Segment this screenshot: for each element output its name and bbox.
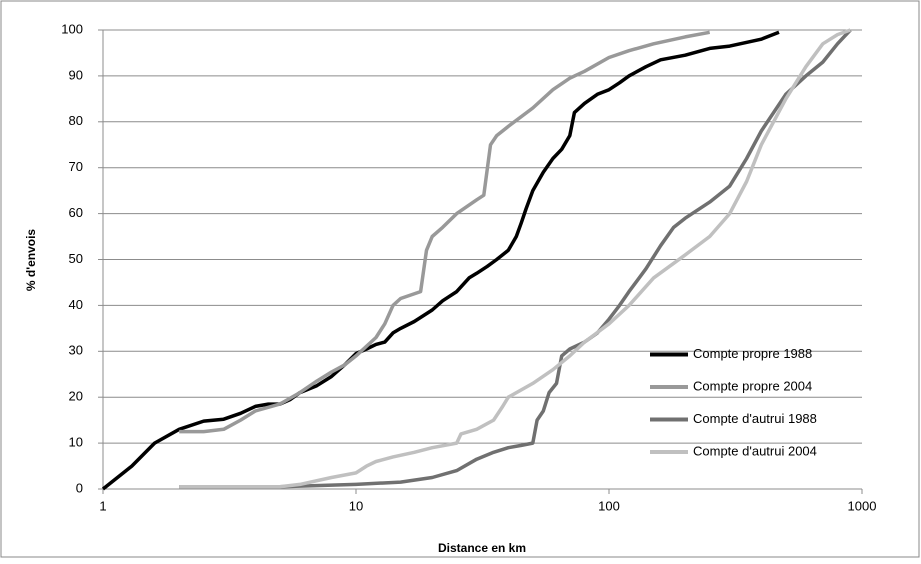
y-tick-label: 60 xyxy=(69,205,83,220)
y-tick-label: 30 xyxy=(69,343,83,358)
y-tick-label: 10 xyxy=(69,435,83,450)
x-tick-label: 1000 xyxy=(848,498,877,513)
x-axis-title: Distance en km xyxy=(438,541,526,555)
x-tick-label: 1 xyxy=(99,498,106,513)
y-tick-label: 50 xyxy=(69,251,83,266)
legend-label: Compte propre 2004 xyxy=(693,378,812,393)
series-line xyxy=(101,30,780,491)
y-tick-label: 90 xyxy=(69,67,83,82)
x-tick-label: 100 xyxy=(598,498,620,513)
legend-label: Compte d'autrui 1988 xyxy=(693,411,817,426)
legend-label: Compte propre 1988 xyxy=(693,346,812,361)
y-tick-label: 0 xyxy=(76,480,83,495)
y-tick-label: 40 xyxy=(69,297,83,312)
y-tick-label: 100 xyxy=(61,21,83,36)
y-axis-title: % d'envois xyxy=(24,229,38,292)
x-tick-label: 10 xyxy=(349,498,363,513)
y-tick-label: 80 xyxy=(69,113,83,128)
series-line xyxy=(179,30,711,434)
legend-label: Compte d'autrui 2004 xyxy=(693,443,817,458)
y-tick-label: 20 xyxy=(69,389,83,404)
series-line xyxy=(179,28,851,489)
y-tick-label: 70 xyxy=(69,159,83,174)
